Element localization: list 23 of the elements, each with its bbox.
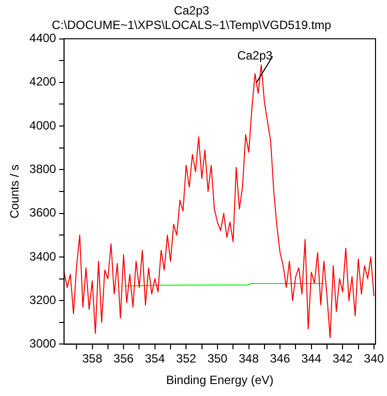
- x-tick-label: 348: [238, 352, 260, 366]
- chart-title: Ca2p3: [174, 4, 210, 18]
- x-tick-label: 344: [301, 352, 322, 366]
- y-axis-title: Counts / s: [8, 164, 22, 219]
- y-tick-label: 3400: [29, 249, 56, 264]
- x-tick-label: 352: [176, 352, 196, 366]
- y-tick-label: 3200: [29, 292, 56, 307]
- x-axis-title: Binding Energy (eV): [166, 373, 274, 388]
- x-tick-label: 354: [144, 352, 166, 366]
- y-tick-label: 3800: [29, 162, 56, 176]
- x-tick-label: 350: [207, 352, 228, 366]
- x-tick-label: 358: [82, 352, 103, 366]
- y-tick-label: 4200: [29, 74, 56, 89]
- y-tick-label: 4400: [29, 31, 56, 46]
- chart-subtitle: C:\DOCUME~1\XPS\LOCALS~1\Temp\VGD519.tmp: [52, 18, 332, 32]
- x-tick-label: 340: [364, 352, 384, 366]
- x-tick-label: 356: [114, 352, 134, 366]
- annotation: Ca2p3: [237, 48, 273, 63]
- y-tick-label: 3600: [29, 206, 56, 220]
- y-tick-label: 4000: [29, 118, 56, 132]
- x-tick-label: 346: [270, 352, 290, 366]
- x-tick-label: 342: [332, 352, 353, 366]
- y-tick-label: 3000: [29, 336, 56, 351]
